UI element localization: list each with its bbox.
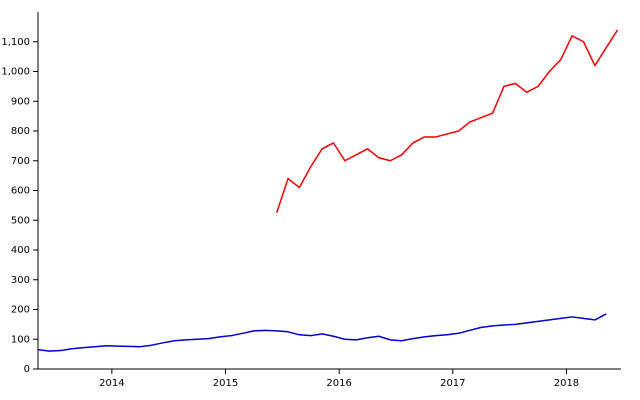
y-tick-label: 1,100 [1, 37, 30, 48]
y-tick-label: 100 [11, 334, 30, 345]
x-tick-label: 2014 [99, 378, 124, 389]
y-tick-label: 900 [11, 96, 30, 107]
y-tick-label: 500 [11, 215, 30, 226]
y-tick-label: 400 [11, 245, 30, 256]
x-tick-label: 2018 [554, 378, 579, 389]
x-tick-label: 2016 [326, 378, 351, 389]
x-tick-label: 2015 [213, 378, 238, 389]
y-tick-label: 200 [11, 305, 30, 316]
y-tick-label: 600 [11, 186, 30, 197]
y-tick-label: 300 [11, 275, 30, 286]
series-line [37, 313, 607, 352]
y-tick-label: 800 [11, 126, 30, 137]
y-tick-label: 1,000 [1, 67, 30, 78]
x-tick-label: 2017 [440, 378, 465, 389]
y-tick-label: 700 [11, 156, 30, 167]
series-line [275, 29, 619, 214]
y-tick-label: 0 [24, 364, 30, 375]
